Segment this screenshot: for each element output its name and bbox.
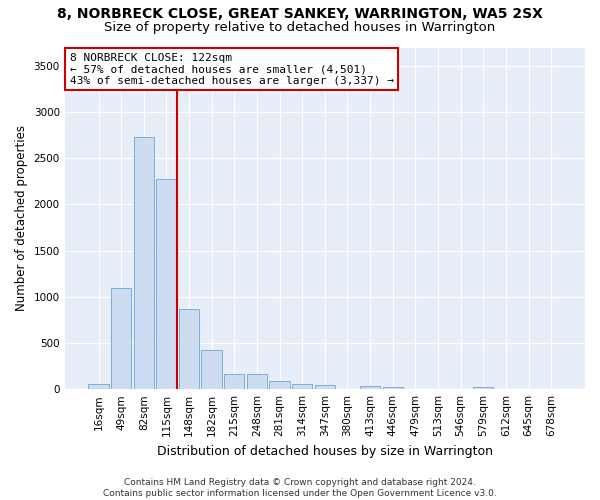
Bar: [473, 388, 493, 389]
Bar: [134, 137, 154, 389]
Bar: [292, 384, 313, 389]
Bar: [269, 381, 290, 389]
Text: 8, NORBRECK CLOSE, GREAT SANKEY, WARRINGTON, WA5 2SX: 8, NORBRECK CLOSE, GREAT SANKEY, WARRING…: [57, 8, 543, 22]
Bar: [179, 309, 199, 389]
Bar: [360, 386, 380, 389]
Bar: [202, 350, 222, 389]
Text: Contains HM Land Registry data © Crown copyright and database right 2024.
Contai: Contains HM Land Registry data © Crown c…: [103, 478, 497, 498]
Text: Size of property relative to detached houses in Warrington: Size of property relative to detached ho…: [104, 21, 496, 34]
Bar: [383, 387, 403, 389]
Bar: [247, 374, 267, 389]
Bar: [314, 384, 335, 389]
Text: 8 NORBRECK CLOSE: 122sqm
← 57% of detached houses are smaller (4,501)
43% of sem: 8 NORBRECK CLOSE: 122sqm ← 57% of detach…: [70, 52, 394, 86]
Bar: [156, 178, 176, 389]
X-axis label: Distribution of detached houses by size in Warrington: Distribution of detached houses by size …: [157, 444, 493, 458]
Y-axis label: Number of detached properties: Number of detached properties: [15, 126, 28, 312]
Bar: [111, 288, 131, 389]
Bar: [88, 384, 109, 389]
Bar: [224, 374, 244, 389]
